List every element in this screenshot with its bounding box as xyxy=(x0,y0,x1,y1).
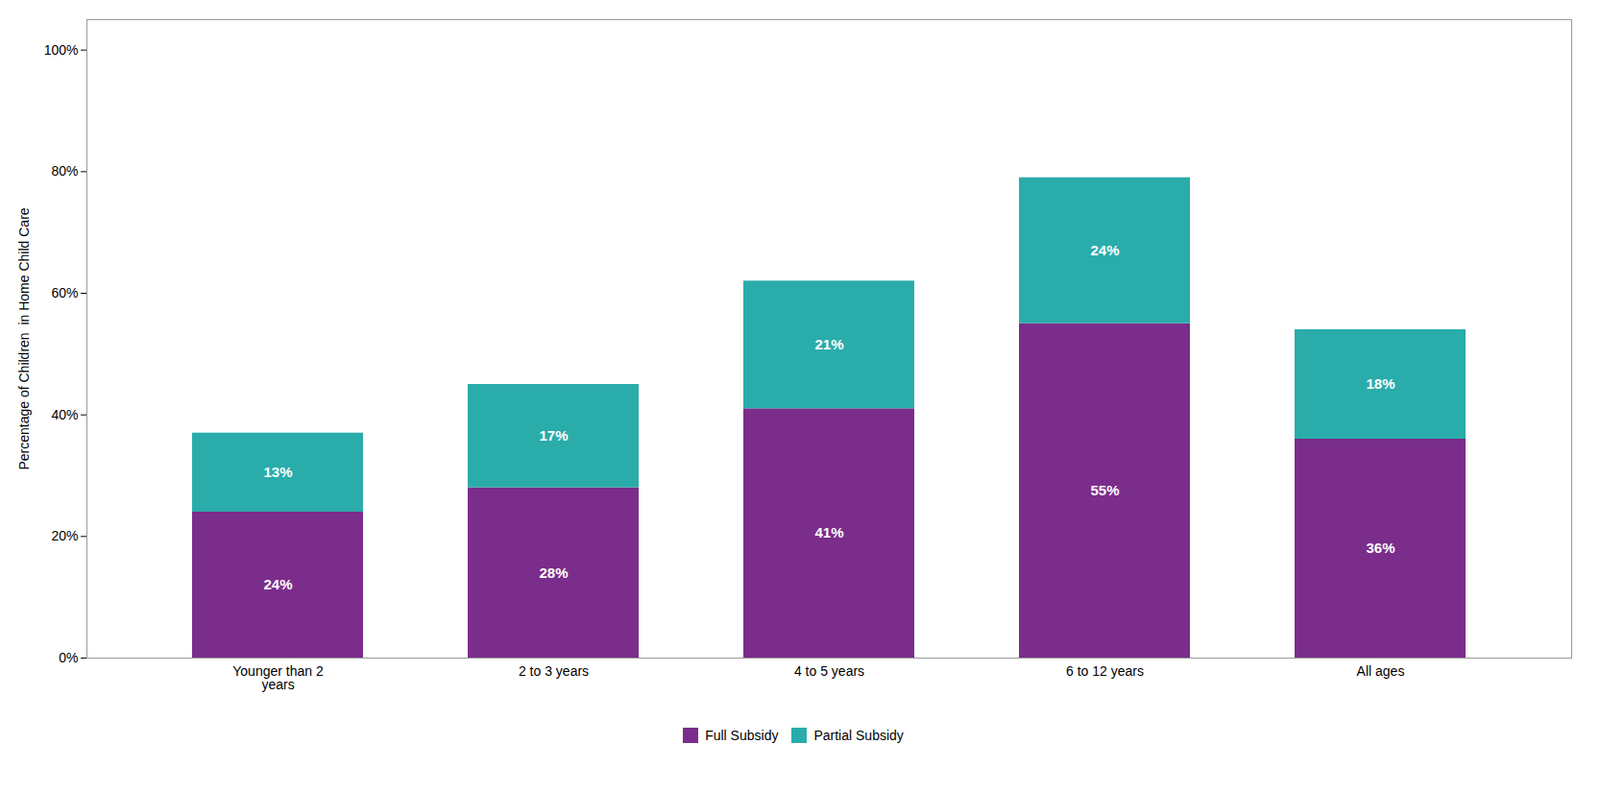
html-text:Full Subsidy: Full Subsidy xyxy=(705,727,779,743)
svg-text:40%: 40% xyxy=(50,407,78,423)
svg-text:100%: 100% xyxy=(44,42,79,58)
svg-text:4 to 5 years: 4 to 5 years xyxy=(794,663,865,679)
svg-text:20%: 20% xyxy=(50,528,78,544)
svg-text:6 to 12 years: 6 to 12 years xyxy=(1066,663,1144,679)
svg-text:Percentage of Children in Hom: Percentage of Children in Home Child Car… xyxy=(16,207,32,470)
svg-text:21%: 21% xyxy=(814,336,844,353)
svg-text:24%: 24% xyxy=(263,576,292,593)
svg-text:0%: 0% xyxy=(58,650,78,666)
svg-text:41%: 41% xyxy=(814,524,844,541)
svg-text:80%: 80% xyxy=(50,163,78,179)
svg-text:28%: 28% xyxy=(538,564,568,582)
svg-text:36%: 36% xyxy=(1365,539,1395,557)
svg-text:Younger than 2years: Younger than 2years xyxy=(232,663,324,693)
svg-text:2 to 3 years: 2 to 3 years xyxy=(518,663,589,679)
svg-text:55%: 55% xyxy=(1090,482,1119,499)
html-text:Partial Subsidy: Partial Subsidy xyxy=(813,727,904,743)
svg-text:13%: 13% xyxy=(263,463,292,481)
svg-text:60%: 60% xyxy=(50,285,78,301)
svg-text:24%: 24% xyxy=(1090,242,1119,259)
svg-text:All ages: All ages xyxy=(1357,663,1406,679)
svg-text:18%: 18% xyxy=(1365,375,1395,392)
svg-text:17%: 17% xyxy=(538,427,568,444)
